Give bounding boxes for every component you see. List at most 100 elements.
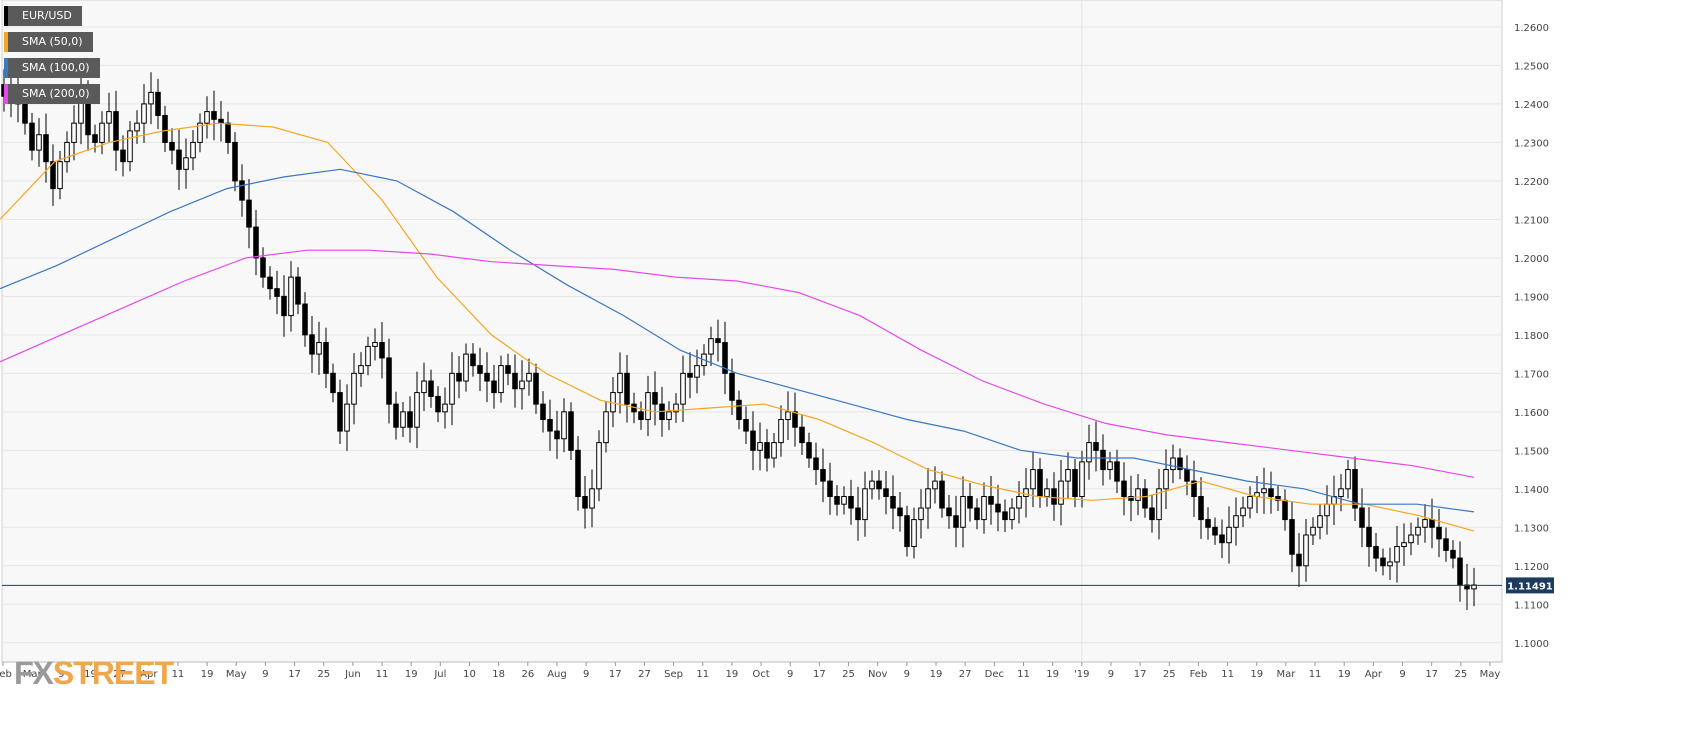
- candle-body: [1415, 526, 1421, 536]
- candle-body: [421, 380, 427, 394]
- x-tick-label: 17: [1425, 669, 1438, 680]
- legend-sma-200: SMA (200,0): [4, 84, 100, 104]
- candle-body: [442, 403, 448, 413]
- candle-body: [1044, 488, 1050, 498]
- x-tick-label: Nov: [868, 669, 888, 680]
- current-price-badge: [1506, 577, 1554, 594]
- x-tick-label: 19: [1046, 669, 1059, 680]
- candle-body: [1401, 542, 1407, 548]
- candle-body: [1303, 534, 1309, 567]
- candle-body: [1086, 442, 1092, 463]
- x-tick-label: Aug: [547, 669, 567, 680]
- x-tick-label: Apr: [140, 669, 158, 680]
- sma-200-line: [0, 249, 1475, 478]
- x-tick-label: 11: [1017, 669, 1030, 680]
- x-tick-label: 17: [609, 669, 622, 680]
- candle-body: [883, 488, 889, 498]
- candle-body: [183, 157, 189, 170]
- candle-body: [141, 103, 147, 124]
- candle-body: [1016, 496, 1022, 509]
- candle-body: [372, 342, 378, 347]
- candle-body: [694, 365, 700, 378]
- candle-body: [1135, 488, 1141, 501]
- candle-body: [715, 338, 721, 344]
- candle-body: [1338, 488, 1344, 498]
- candle-body: [876, 480, 882, 490]
- y-tick-label: 1.2500: [1514, 61, 1549, 72]
- x-tick-label: '19: [1074, 669, 1089, 680]
- x-tick-label: Mar: [1276, 669, 1296, 680]
- candle-body: [162, 114, 168, 143]
- x-tick-label: 25: [842, 669, 855, 680]
- candle-body: [1457, 557, 1463, 586]
- candle-body: [218, 118, 224, 124]
- candle-body: [379, 342, 385, 359]
- candle-body: [176, 149, 182, 170]
- candle-body: [358, 365, 364, 374]
- candle-body: [204, 111, 210, 124]
- candle-body: [1170, 457, 1176, 471]
- candle-body: [1079, 461, 1085, 498]
- candle-body: [414, 392, 420, 428]
- legend-sma-100-label: SMA (100,0): [22, 61, 90, 74]
- x-tick-label: Feb: [0, 669, 12, 680]
- candle-body: [1156, 488, 1162, 521]
- candle-body: [897, 507, 903, 517]
- candle-body: [1352, 469, 1358, 509]
- candle-body: [1093, 442, 1099, 451]
- candle-body: [498, 365, 504, 394]
- candle-body: [267, 276, 273, 290]
- x-tick-label: 11: [696, 669, 709, 680]
- candle-body: [1408, 534, 1414, 544]
- candle-body: [29, 122, 35, 151]
- candle-body: [624, 372, 630, 405]
- candle-body: [1317, 515, 1323, 528]
- x-tick-label: 19: [930, 669, 943, 680]
- y-tick-label: 1.1400: [1514, 485, 1549, 496]
- candle-body: [862, 488, 868, 521]
- candle-body: [295, 276, 301, 305]
- candle-body: [463, 353, 469, 382]
- x-tick-label: 9: [787, 669, 793, 680]
- candle-body: [757, 442, 763, 451]
- candle-body: [470, 353, 476, 367]
- candle-body: [1240, 507, 1246, 517]
- candle-body: [603, 411, 609, 444]
- candle-body: [1429, 519, 1435, 528]
- candle-body: [92, 134, 98, 143]
- candle-body: [1163, 469, 1169, 490]
- candle-body: [477, 365, 483, 374]
- y-tick-label: 1.2200: [1514, 177, 1549, 188]
- candle-body: [1359, 507, 1365, 528]
- candle-body: [834, 496, 840, 505]
- candle-body: [1366, 526, 1372, 548]
- candle-body: [554, 430, 560, 440]
- candle-body: [869, 480, 875, 490]
- candle-body: [1422, 519, 1428, 528]
- candle-body: [617, 372, 623, 394]
- x-tick-label: 26: [521, 669, 534, 680]
- candle-body: [323, 342, 329, 374]
- candle-body: [1394, 546, 1400, 563]
- candle-body: [1296, 553, 1302, 567]
- x-tick-label: Oct: [752, 669, 769, 680]
- candle-body: [561, 411, 567, 440]
- candle-body: [680, 372, 686, 405]
- candle-body: [449, 372, 455, 405]
- candle-body: [253, 226, 259, 259]
- x-tick-label: May: [226, 669, 247, 680]
- x-tick-label: Jun: [344, 669, 361, 680]
- candle-body: [589, 488, 595, 509]
- candle-body: [1051, 488, 1057, 505]
- candle-body: [1345, 469, 1351, 490]
- y-tick-label: 1.2600: [1514, 23, 1549, 34]
- candle-body: [1009, 507, 1015, 521]
- candle-body: [1247, 496, 1253, 509]
- x-tick-label: 25: [1454, 669, 1467, 680]
- candle-body: [302, 303, 308, 336]
- x-tick-label: 17: [813, 669, 826, 680]
- candle-body: [50, 161, 56, 190]
- candle-body: [1072, 469, 1078, 497]
- candle-body: [1037, 469, 1043, 497]
- candle-body: [288, 276, 294, 317]
